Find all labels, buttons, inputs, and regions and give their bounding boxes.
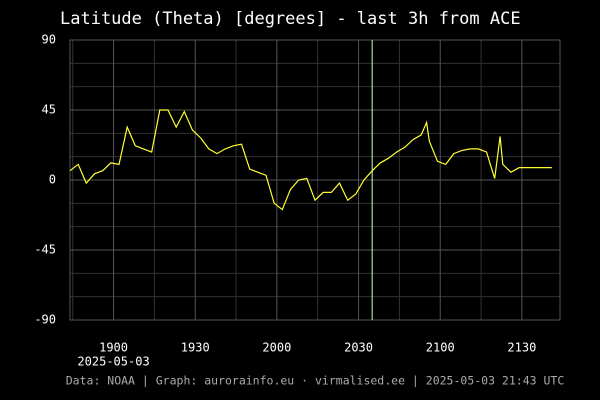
plot-frame	[69, 39, 561, 321]
data-line	[69, 109, 552, 211]
x-tick-label: 1930	[181, 341, 210, 355]
footer: Data: NOAA | Graph: aurorainfo.eu · virm…	[66, 374, 565, 388]
y-tick-label: 45	[42, 103, 56, 117]
y-tick-label: -45	[34, 243, 56, 257]
y-tick-label: 90	[42, 33, 56, 47]
x-tick-label: 2130	[507, 341, 536, 355]
x-tick-label: 1900	[99, 341, 128, 355]
y-tick-label: 0	[49, 173, 56, 187]
x-date-label: 2025-05-03	[77, 355, 149, 369]
y-tick-label: -90	[34, 313, 56, 327]
x-tick-label: 2100	[426, 341, 455, 355]
x-tick-label: 2030	[344, 341, 373, 355]
chart-title: Latitude (Theta) [degrees] - last 3h fro…	[60, 9, 521, 29]
x-tick-label: 2000	[262, 341, 291, 355]
